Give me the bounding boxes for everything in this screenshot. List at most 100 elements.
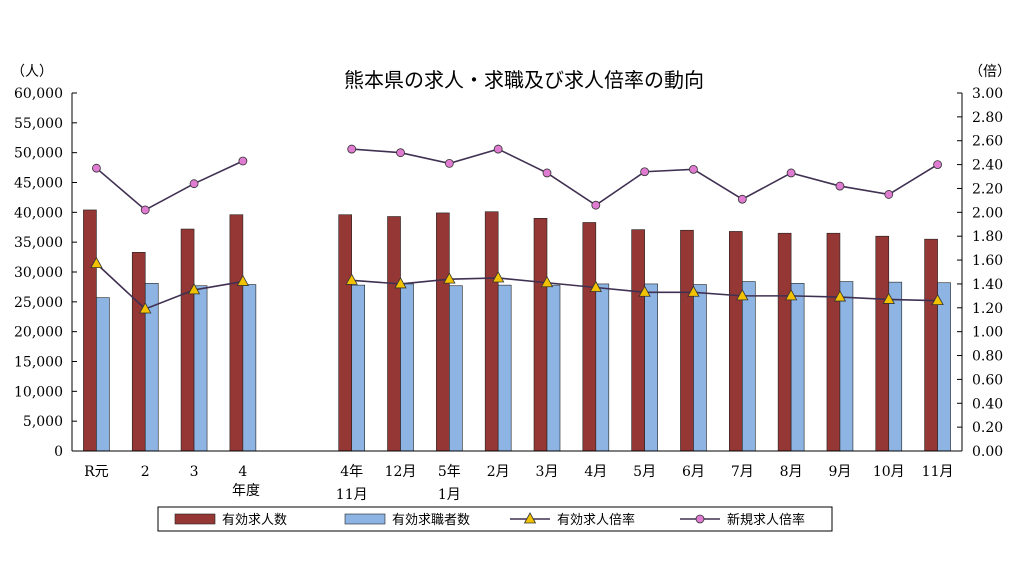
ratio-effective-marker <box>443 272 456 284</box>
bar-job-openings <box>229 214 244 452</box>
y-left-tick-label: 35,000 <box>14 235 63 251</box>
x-tick-label: 4年 <box>340 464 363 480</box>
ratio-effective-marker <box>784 289 798 301</box>
y-left-tick-label: 25,000 <box>14 295 63 311</box>
x-tick-label: 2 <box>141 464 150 480</box>
x-tick-label: 9月 <box>828 464 851 480</box>
legend-label: 有効求人倍率 <box>557 512 635 528</box>
legend-swatch <box>344 513 386 525</box>
x-tick-label: 7月 <box>731 464 754 480</box>
y-left-tick-label: 20,000 <box>14 325 63 341</box>
ratio-new-marker <box>591 200 601 210</box>
y-right-tick-label: 1.00 <box>972 325 1003 341</box>
x-tick-label-line2: 11月 <box>336 487 368 503</box>
x-tick-label: 3 <box>190 464 199 480</box>
y-left-tick-label: 10,000 <box>14 384 63 400</box>
bar-job-openings <box>924 238 938 452</box>
y-right-tick-label: 2.40 <box>972 158 1003 174</box>
bar-job-openings <box>484 211 499 452</box>
y-right-tick-label: 0.20 <box>972 420 1003 436</box>
ratio-new-marker <box>140 205 150 215</box>
ratio-new-marker <box>444 159 454 168</box>
ratio-effective-line <box>95 263 244 310</box>
ratio-effective-marker <box>931 293 944 306</box>
y-left-tick-label: 45,000 <box>14 176 63 192</box>
ratio-new-marker <box>737 194 747 204</box>
bar-job-seekers <box>595 283 610 452</box>
y-left-tick-label: 15,000 <box>14 355 63 371</box>
bar-job-seekers <box>400 283 414 452</box>
x-tick-label: 4月 <box>584 464 607 480</box>
ratio-new-marker <box>493 144 503 154</box>
bar-job-openings <box>436 212 450 452</box>
y-right-tick-label: 0.60 <box>972 372 1003 388</box>
bar-job-seekers <box>351 284 366 452</box>
y-right-tick-label: 0.80 <box>972 349 1003 365</box>
bar-job-seekers <box>693 284 707 452</box>
y-left-tick-label: 0 <box>54 444 63 460</box>
legend-label: 有効求職者数 <box>392 513 470 528</box>
ratio-new-marker <box>689 164 698 174</box>
x-tick-label: 11月 <box>922 464 954 480</box>
bar-job-seekers <box>839 281 854 452</box>
ratio-new-marker <box>238 156 248 166</box>
x-tick-label: 10月 <box>873 464 905 480</box>
bar-job-openings <box>338 214 353 452</box>
ratio-effective-marker <box>139 302 152 314</box>
ratio-new-line <box>351 148 939 207</box>
ratio-new-marker <box>396 148 405 158</box>
bar-job-openings <box>728 231 743 452</box>
bar-job-openings <box>582 222 597 452</box>
x-tick-label: 2月 <box>487 464 510 480</box>
ratio-effective-marker <box>491 271 505 283</box>
x-tick-label: 5月 <box>633 464 656 480</box>
legend-swatch <box>174 513 216 525</box>
x-tick-label-line2: 1月 <box>438 487 461 503</box>
ratio-new-marker <box>786 168 796 178</box>
y-right-unit-label: （倍） <box>969 64 1011 80</box>
legend-marker <box>695 514 705 524</box>
bar-job-seekers <box>96 297 110 452</box>
bar-job-seekers <box>644 283 658 452</box>
y-left-tick-label: 55,000 <box>14 116 63 132</box>
ratio-effective-marker <box>687 285 700 297</box>
legend-marker <box>523 512 537 524</box>
legend-label: 新規求人倍率 <box>727 512 805 528</box>
y-right-tick-label: 1.80 <box>972 229 1003 245</box>
bar-job-seekers <box>449 285 463 452</box>
ratio-new-marker <box>542 168 552 178</box>
ratio-new-marker <box>347 144 357 154</box>
y-right-tick-label: 1.40 <box>972 277 1003 293</box>
bar-job-openings <box>387 216 401 452</box>
y-right-tick-label: 2.00 <box>972 205 1003 221</box>
ratio-effective-marker <box>736 289 749 301</box>
bar-job-openings <box>826 232 841 452</box>
bar-job-openings <box>680 229 694 452</box>
bar-job-openings <box>83 209 97 452</box>
bar-job-openings <box>777 232 792 452</box>
x-tick-label: 12月 <box>385 464 417 480</box>
bar-job-seekers <box>937 282 951 452</box>
x-tick-label: 3月 <box>536 464 559 480</box>
ratio-effective-marker <box>236 274 250 286</box>
y-right-tick-label: 2.60 <box>972 134 1003 150</box>
bar-job-seekers <box>497 284 512 452</box>
y-right-tick-label: 1.60 <box>972 253 1003 269</box>
ratio-new-marker <box>189 179 199 189</box>
bar-job-seekers <box>193 285 208 452</box>
x-tick-label: R元 <box>84 464 109 480</box>
y-left-unit-label: （人） <box>11 64 53 80</box>
y-right-tick-label: 2.80 <box>972 110 1003 126</box>
bar-job-openings <box>533 218 548 452</box>
ratio-new-marker <box>92 163 101 173</box>
x-tick-label: 4 <box>238 464 247 480</box>
bar-job-seekers <box>741 281 756 452</box>
legend-label: 有効求人数 <box>222 513 287 528</box>
bar-job-seekers <box>546 284 561 452</box>
bar-job-seekers <box>242 284 257 452</box>
ratio-new-marker <box>884 190 894 199</box>
plot-layer: 0 5,000 10,000 15,000 20,000 25,000 30,000 35,0… <box>14 86 1003 503</box>
x-tick-label: 8月 <box>780 464 803 480</box>
